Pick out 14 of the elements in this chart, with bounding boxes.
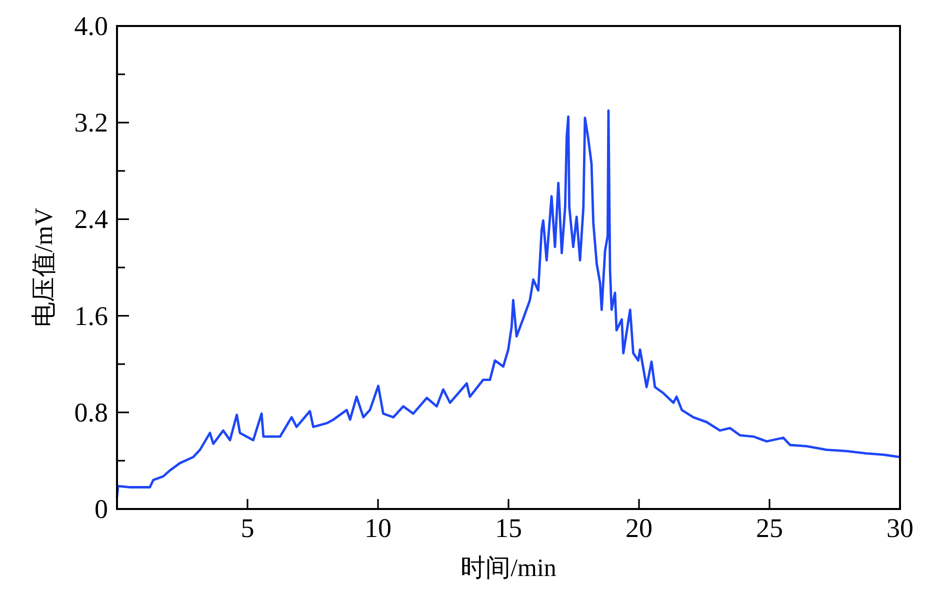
y-axis-title: 电压值/mV <box>31 208 58 328</box>
y-tick-label: 2.4 <box>74 204 108 234</box>
y-tick-label: 0 <box>94 494 108 524</box>
x-tick-label: 5 <box>240 513 254 543</box>
y-tick-label: 4.0 <box>74 11 108 41</box>
y-tick-label: 3.2 <box>74 108 108 138</box>
y-tick-label: 0.8 <box>74 397 108 428</box>
x-tick-label: 15 <box>495 513 522 543</box>
y-tick-label: 1.6 <box>74 300 108 331</box>
x-tick-label: 30 <box>886 513 914 543</box>
x-tick-label: 20 <box>626 513 652 543</box>
x-tick-label: 10 <box>364 513 392 543</box>
x-tick-label: 25 <box>756 513 783 543</box>
x-axis-title: 时间/min <box>460 555 557 582</box>
